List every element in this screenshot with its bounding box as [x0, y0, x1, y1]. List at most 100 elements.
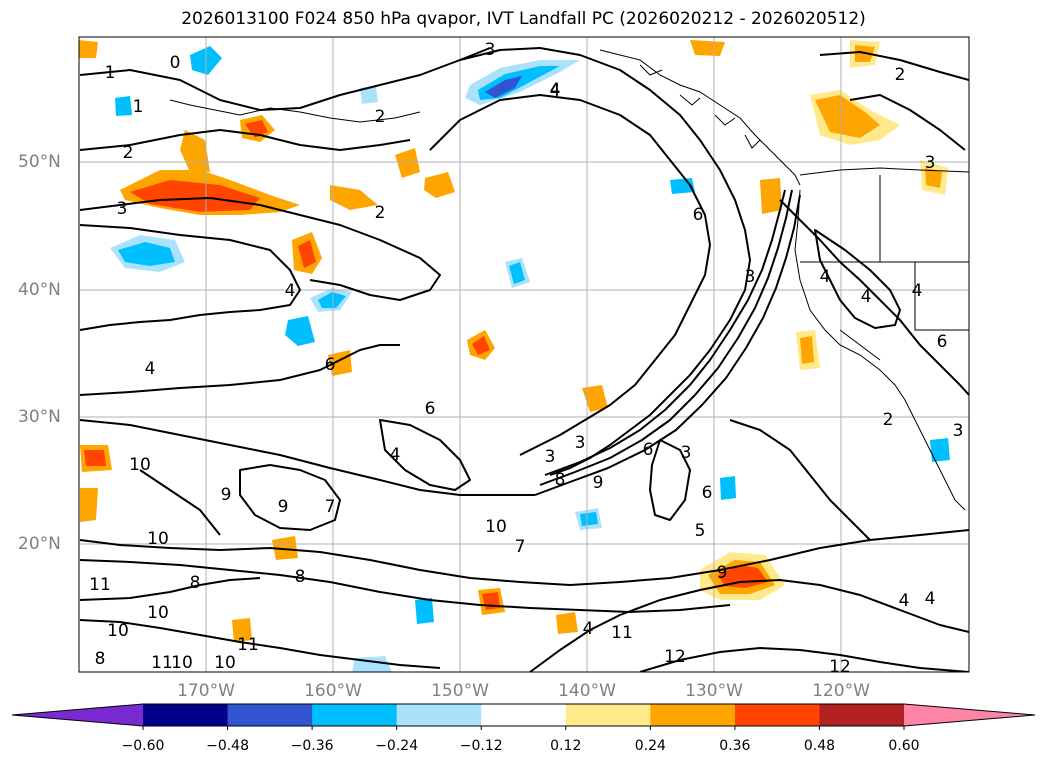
contour-line [639, 647, 969, 672]
lat-label-30n: 30°N [18, 407, 61, 427]
contour-line [814, 229, 901, 329]
lon-label-170w: 170°W [177, 681, 235, 701]
qvapor-shading [79, 40, 950, 672]
contour-line [79, 577, 261, 601]
shade-blob [318, 292, 346, 308]
contour-line [79, 47, 491, 111]
colorbar-tick-label: 0.48 [803, 738, 836, 754]
contour-label: 10 [147, 603, 169, 623]
contour-label: 7 [325, 497, 336, 517]
contour-line [79, 129, 411, 151]
shade-blob [130, 180, 260, 212]
shade-blob [415, 598, 434, 624]
contour-line [849, 94, 966, 151]
contour-label: 11 [89, 575, 111, 595]
contour-label: 3 [953, 421, 964, 441]
lat-label-20n: 20°N [18, 534, 61, 554]
map-title: 2026013100 F024 850 hPa qvapor, IVT Land… [181, 9, 866, 29]
coastline [169, 49, 969, 511]
shade-blob [232, 618, 252, 642]
contour-label: 6 [643, 440, 654, 460]
contour-line [79, 344, 400, 396]
contour-label: 9 [221, 485, 232, 505]
contour-label: 2 [883, 410, 894, 430]
colorbar-tick-label: −0.12 [459, 738, 503, 754]
shade-blob [815, 95, 880, 138]
contour-label: 4 [390, 445, 401, 465]
contour-label: 11 [237, 635, 259, 655]
coastline-aleutians [169, 99, 421, 123]
lon-label-160w: 160°W [304, 681, 362, 701]
contour-label: 7 [515, 537, 526, 557]
shade-blob [485, 76, 522, 98]
contour-label: 2 [375, 107, 386, 127]
contour-line [79, 529, 969, 586]
contour-label: 8 [295, 567, 306, 587]
shade-blob [760, 178, 782, 214]
contour-label: 8 [95, 649, 106, 669]
contour-label: 9 [278, 497, 289, 517]
shade-blob [395, 148, 420, 178]
coastline-canada [799, 167, 969, 176]
shade-blob [285, 316, 315, 346]
shade-blob [118, 242, 175, 266]
contour-label: 11 [611, 623, 633, 643]
contour-line [139, 469, 221, 536]
contour-label: 3 [925, 153, 936, 173]
contour-line [79, 559, 731, 613]
lat-label-40n: 40°N [18, 280, 61, 300]
contour-line [529, 579, 969, 672]
contour-label: 4 [820, 267, 831, 287]
contour-label: 2 [375, 203, 386, 223]
contour-label: 4 [899, 591, 910, 611]
contour-line [429, 94, 711, 456]
colorbar-tick-label: −0.36 [290, 738, 334, 754]
contour-line [539, 189, 793, 486]
contour-label: 2 [895, 65, 906, 85]
map-background [79, 37, 969, 672]
shade-blob [360, 86, 378, 104]
contour-label: 3 [745, 267, 756, 287]
contour-line [239, 464, 341, 531]
colorbar-tick-label: 0.24 [634, 738, 666, 754]
lon-label-130w: 130°W [685, 681, 743, 701]
contour-line [79, 619, 441, 669]
contour-line [819, 51, 969, 81]
contour-label: 6 [693, 205, 704, 225]
contour-label: 4 [285, 281, 296, 301]
contour-label: 1 [133, 97, 144, 117]
contour-label: 4 [145, 359, 156, 379]
lon-label-140w: 140°W [558, 681, 616, 701]
contour-label: 12 [664, 647, 686, 667]
shade-blob [800, 336, 814, 364]
contour-label: 10 [129, 455, 151, 475]
contour-label: 6 [702, 483, 713, 503]
lat-label-50n: 50°N [18, 152, 61, 172]
coastline-alaska [599, 49, 801, 186]
contour-label: 6 [325, 355, 336, 375]
shade-blob [245, 120, 268, 138]
contour-label: 11 [151, 653, 173, 673]
contour-label: 3 [575, 433, 586, 453]
colorbar-tick-label: 0.60 [888, 738, 920, 754]
contour-line [729, 419, 871, 541]
shade-blob [298, 240, 316, 268]
contour-label: 4 [925, 589, 936, 609]
lon-label-150w: 150°W [431, 681, 489, 701]
colorbar-tick-label: 0.12 [550, 738, 582, 754]
contour-line [379, 419, 471, 491]
contour-label: 4 [550, 80, 561, 100]
contour-line [79, 224, 301, 331]
shade-blob [472, 336, 490, 355]
contour-line [779, 199, 969, 396]
shade-blob [556, 612, 578, 634]
contour-label: 9 [717, 563, 728, 583]
contour-label: 2 [123, 143, 134, 163]
contour-label: 8 [555, 470, 566, 490]
contour-label: 10 [107, 621, 129, 641]
contour-label: 0 [170, 53, 181, 73]
colorbar-tick-label: 0.36 [719, 738, 751, 754]
contour-label: 10 [214, 653, 236, 673]
shade-blob [720, 476, 736, 500]
